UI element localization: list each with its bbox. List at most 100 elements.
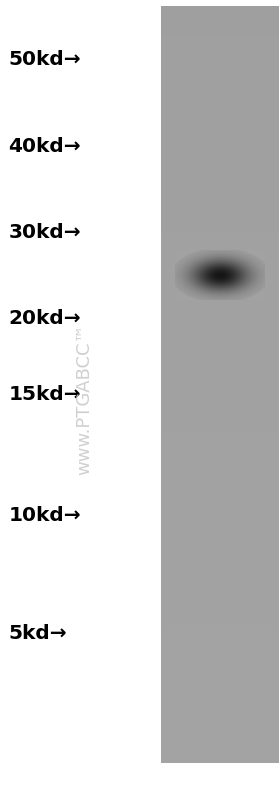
Bar <box>184 275 185 276</box>
Bar <box>250 262 251 263</box>
Bar <box>200 274 202 275</box>
Bar <box>241 296 242 297</box>
Bar <box>195 288 196 289</box>
Bar <box>201 290 202 291</box>
Bar <box>232 297 233 298</box>
Bar <box>211 263 212 264</box>
Bar <box>254 276 256 277</box>
Bar <box>249 277 251 278</box>
Bar <box>260 277 262 278</box>
Bar <box>220 271 221 272</box>
Bar <box>208 272 209 273</box>
Bar <box>227 270 228 271</box>
Bar <box>212 255 213 256</box>
Bar <box>251 288 253 289</box>
Bar <box>206 260 207 261</box>
Bar <box>222 260 223 261</box>
Bar <box>206 276 208 277</box>
Bar <box>210 266 211 267</box>
Bar <box>206 259 207 260</box>
Bar <box>236 276 238 277</box>
Bar <box>195 266 196 267</box>
Bar <box>199 271 201 272</box>
Bar <box>234 293 235 294</box>
Bar <box>209 252 210 253</box>
Bar <box>221 265 223 266</box>
Bar <box>244 264 245 265</box>
Bar <box>239 279 241 280</box>
Bar <box>209 274 211 275</box>
Bar <box>247 263 248 264</box>
Bar <box>223 269 224 270</box>
Bar <box>204 272 205 273</box>
Bar <box>200 284 202 285</box>
Bar <box>253 270 255 271</box>
Bar <box>199 283 200 284</box>
Bar <box>218 265 220 266</box>
Bar <box>242 283 244 284</box>
Bar <box>215 272 217 273</box>
Bar <box>252 266 253 267</box>
Bar <box>233 279 235 280</box>
Bar <box>230 259 231 260</box>
Bar <box>186 288 187 289</box>
Bar <box>218 287 220 288</box>
Bar <box>248 288 249 289</box>
Bar <box>211 289 213 290</box>
Bar <box>204 254 205 255</box>
Bar <box>237 266 238 267</box>
Bar <box>186 290 188 291</box>
Bar <box>220 275 221 276</box>
Bar <box>196 280 198 281</box>
Bar <box>207 263 208 264</box>
Bar <box>241 282 243 283</box>
Bar <box>230 272 232 273</box>
Bar <box>248 272 249 273</box>
Bar <box>253 291 255 292</box>
Bar <box>197 267 199 268</box>
Bar <box>256 275 257 276</box>
Bar <box>238 255 239 256</box>
Bar <box>227 286 228 287</box>
Bar <box>232 254 233 255</box>
Bar <box>175 272 177 273</box>
Bar <box>240 255 241 256</box>
Bar <box>220 284 221 285</box>
Bar <box>245 287 246 288</box>
Bar <box>253 281 255 282</box>
Bar <box>183 283 184 284</box>
Bar <box>227 299 228 300</box>
Bar <box>186 277 187 278</box>
Bar <box>262 270 264 271</box>
Bar <box>216 258 217 259</box>
Bar <box>197 281 198 282</box>
Bar <box>229 263 230 264</box>
Bar <box>202 295 203 296</box>
Bar <box>209 286 210 287</box>
Bar <box>177 280 179 281</box>
Bar <box>185 260 186 261</box>
Bar <box>201 291 202 292</box>
Bar <box>231 261 232 262</box>
Bar <box>207 293 209 294</box>
Bar <box>225 295 226 296</box>
Bar <box>234 265 235 266</box>
Bar <box>216 257 217 258</box>
Bar <box>201 281 202 282</box>
Bar <box>228 268 230 269</box>
Bar <box>260 265 261 266</box>
Bar <box>238 283 240 284</box>
Bar <box>233 294 234 295</box>
Bar <box>238 266 239 267</box>
Bar <box>224 298 225 299</box>
Bar <box>189 293 190 294</box>
Bar <box>225 262 226 263</box>
Bar <box>193 277 195 278</box>
Bar <box>253 273 254 274</box>
Bar <box>201 295 202 296</box>
Bar <box>219 258 220 259</box>
Bar <box>203 276 205 277</box>
Bar <box>217 264 218 265</box>
Bar <box>245 270 246 271</box>
Bar <box>246 260 247 261</box>
